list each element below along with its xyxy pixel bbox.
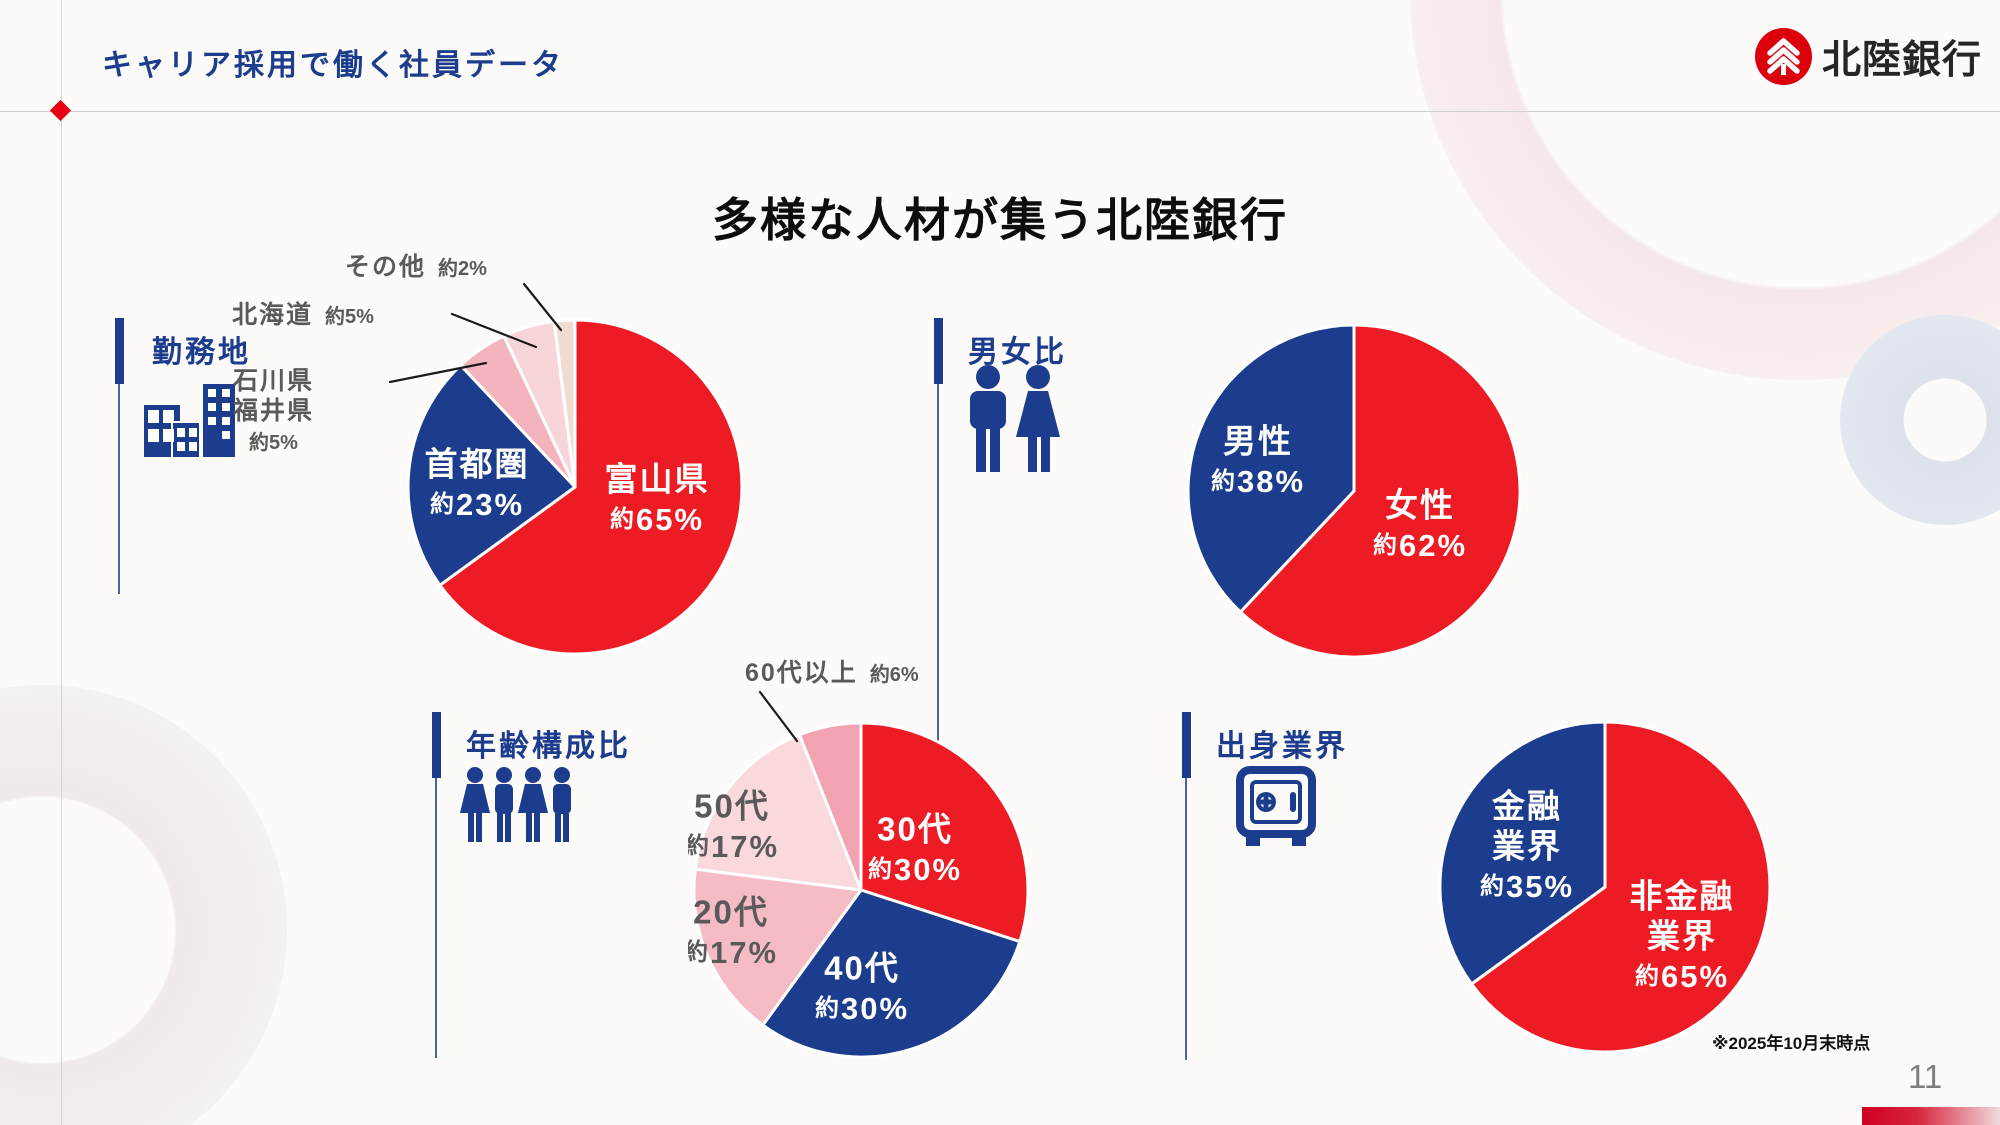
pie-slice-industry-0 bbox=[1470, 720, 1772, 1054]
pie-label-industry-1-1: 業界 bbox=[1492, 828, 1562, 865]
pie-label-age-0-1: 約30% bbox=[868, 852, 962, 887]
section-title-age: 年齢構成比 bbox=[466, 730, 631, 763]
vertical-rule bbox=[61, 0, 62, 1125]
section-bar-industry bbox=[1182, 712, 1191, 778]
pie-label-workplace-1-1: 約23% bbox=[430, 487, 524, 522]
page-number: 11 bbox=[1908, 1058, 1943, 1095]
decor-ring-bottom-left bbox=[0, 685, 287, 1125]
buildings-icon bbox=[142, 382, 237, 458]
pie-label-workplace-0-0: 富山県 bbox=[605, 461, 710, 498]
section-bar-workplace bbox=[115, 318, 124, 384]
bank-logo-text: 北陸銀行 bbox=[1822, 38, 1983, 82]
section-line-workplace bbox=[118, 384, 120, 594]
bank-logo: 北陸銀行 bbox=[1755, 28, 1982, 85]
decor-ring-right bbox=[1840, 315, 2000, 525]
couple-icon bbox=[970, 365, 1060, 472]
main-title: 多様な人材が集う北陸銀行 bbox=[712, 194, 1288, 246]
pie-label-industry-0-1: 業界 bbox=[1647, 918, 1717, 955]
pie-slice-age-4 bbox=[798, 721, 863, 892]
pie-label-workplace-0-1: 約65% bbox=[610, 502, 704, 537]
section-title-industry: 出身業界 bbox=[1216, 730, 1348, 763]
section-title-gender: 男女比 bbox=[968, 336, 1067, 369]
pie-label-age-3-0: 50代 bbox=[694, 788, 770, 825]
pie-label-industry-1-2: 約35% bbox=[1480, 869, 1574, 904]
section-line-industry bbox=[1185, 778, 1187, 1060]
pie-label-gender-0-0: 女性 bbox=[1385, 487, 1455, 524]
pie-label-age-0-0: 30代 bbox=[877, 811, 953, 848]
footnote: ※2025年10月末時点 bbox=[1712, 1034, 1871, 1053]
pie-slice-age-0 bbox=[859, 721, 1030, 944]
pie-label-industry-0-2: 約65% bbox=[1635, 959, 1729, 994]
footer-accent-bar bbox=[1862, 1107, 2000, 1125]
pie-label-workplace-1-0: 首都圏 bbox=[425, 446, 530, 483]
pie-label-gender-0-1: 約62% bbox=[1373, 528, 1467, 563]
pie-label-age-1-1: 約30% bbox=[815, 991, 909, 1026]
slice-label-other: その他 約2% bbox=[345, 253, 487, 281]
people-row-icon bbox=[460, 767, 571, 842]
pie-label-age-3-1: 約17% bbox=[688, 829, 779, 864]
pie-slice-workplace-1 bbox=[406, 363, 577, 587]
pie-label-gender-1-1: 約38% bbox=[1211, 464, 1305, 499]
pie-slice-industry-1 bbox=[1438, 720, 1607, 986]
slice-label-hokkaido: 北海道 約5% bbox=[232, 301, 374, 329]
bank-logo-icon bbox=[1755, 28, 1812, 85]
pie-label-age-1-0: 40代 bbox=[824, 950, 900, 987]
diamond-accent bbox=[49, 99, 72, 122]
section-bar-age bbox=[432, 712, 441, 778]
page-title: キャリア採用で働く社員データ bbox=[102, 49, 564, 82]
pie-label-age-2-1: 約17% bbox=[688, 935, 778, 970]
pie-label-age-2-0: 20代 bbox=[693, 894, 769, 931]
section-title-workplace: 勤務地 bbox=[152, 336, 251, 369]
pie-slice-workplace-0 bbox=[438, 318, 744, 656]
section-bar-gender bbox=[934, 318, 943, 384]
pie-slice-age-2 bbox=[692, 867, 863, 1027]
safe-icon bbox=[1236, 766, 1316, 846]
section-line-gender bbox=[937, 384, 939, 744]
pie-label-industry-1-0: 金融 bbox=[1491, 788, 1562, 825]
slice-label-ishikawa-fukui: 石川県 福井県 約5% bbox=[233, 367, 315, 454]
section-line-age bbox=[435, 778, 437, 1058]
pie-label-industry-0-0: 非金融 bbox=[1630, 878, 1735, 915]
slice-label-sixty-plus: 60代以上 約6% bbox=[745, 659, 919, 687]
pie-slice-gender-0 bbox=[1238, 323, 1522, 659]
pie-slice-age-1 bbox=[761, 888, 1022, 1059]
pie-label-gender-1-0: 男性 bbox=[1223, 423, 1293, 460]
pie-slice-gender-1 bbox=[1186, 323, 1356, 614]
horizontal-rule bbox=[0, 111, 2000, 112]
